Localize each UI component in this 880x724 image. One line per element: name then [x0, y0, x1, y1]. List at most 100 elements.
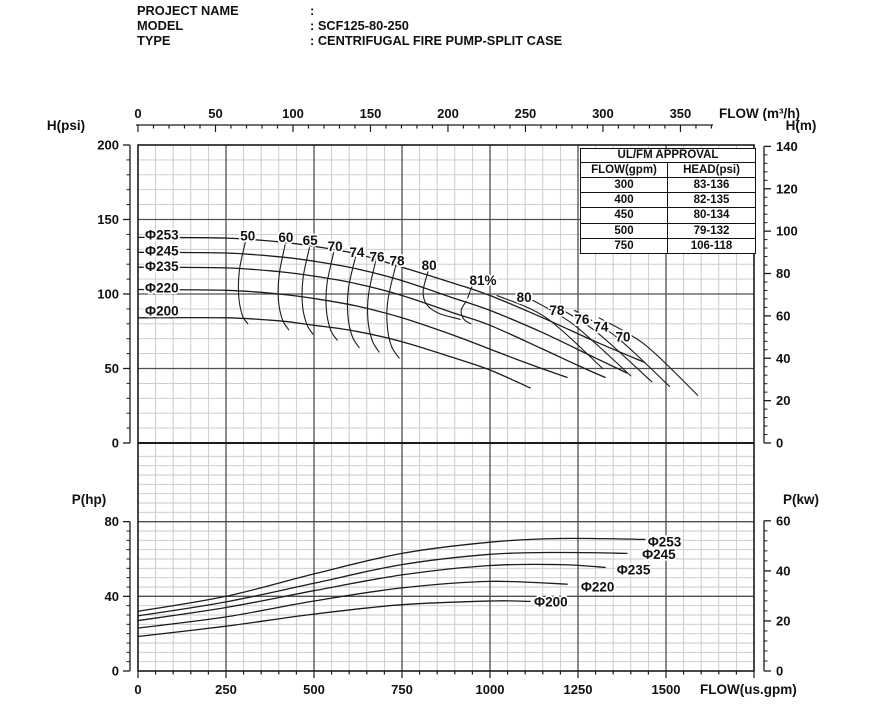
efficiency-line-right — [531, 299, 632, 377]
efficiency-label: 65 — [303, 233, 319, 248]
efficiency-label: 74 — [349, 245, 365, 260]
head-curve — [137, 251, 628, 374]
efficiency-line-peak — [460, 300, 472, 325]
impeller-label: Φ200 — [145, 304, 179, 319]
table-row: 400 82-135 — [581, 193, 755, 209]
head-right-axis-title: H(m) — [786, 118, 817, 133]
left-axis-tick-label: 200 — [97, 138, 119, 153]
efficiency-label: 70 — [328, 239, 343, 254]
cell-flow: 400 — [581, 193, 668, 208]
right-axis-tick-label: 80 — [776, 266, 790, 281]
left-axis-tick-label: 150 — [97, 212, 119, 227]
table-header-row: FLOW(gpm) HEAD(psi) — [581, 163, 755, 178]
table-row: 500 79-132 — [581, 223, 755, 239]
efficiency-label: 80 — [422, 258, 437, 273]
efficiency-label: 76 — [574, 312, 590, 327]
right-axis-tick-label: 100 — [776, 224, 798, 239]
bottom-axis-tick-label: 1500 — [652, 682, 681, 697]
head-curve — [137, 236, 646, 364]
head-curve — [137, 316, 531, 389]
left-axis-tick-label: 0 — [112, 436, 119, 451]
efficiency-line-left — [346, 256, 360, 349]
type-label: TYPE — [137, 33, 171, 49]
right-axis-tick-label: 20 — [776, 613, 790, 628]
top-axis-tick-label: 0 — [134, 106, 141, 121]
right-axis-tick-label: 120 — [776, 181, 798, 196]
impeller-label: Φ220 — [145, 281, 179, 296]
cell-flow: 450 — [581, 208, 668, 223]
model-value: : SCF125-80-250 — [310, 18, 409, 34]
head-curve — [137, 266, 606, 379]
efficiency-line-left — [386, 265, 400, 359]
bottom-axis-tick-label: 0 — [134, 682, 141, 697]
top-axis-tick-label: 50 — [208, 106, 222, 121]
title-block: PROJECT NAME: MODEL : SCF125-80-250 TYPE:… — [137, 3, 562, 49]
top-axis-tick-label: 350 — [670, 106, 692, 121]
right-axis-tick-label: 40 — [776, 563, 790, 578]
efficiency-line-left — [366, 260, 380, 353]
top-axis-title: FLOW (m³/h) — [719, 106, 800, 121]
top-axis-tick-label: 200 — [437, 106, 459, 121]
ulfm-approval-table: UL/FM APPROVAL FLOW(gpm) HEAD(psi) 300 8… — [580, 148, 756, 254]
top-axis-tick-label: 150 — [360, 106, 382, 121]
efficiency-line-left — [301, 247, 314, 335]
left-axis-tick-label: 0 — [112, 664, 119, 679]
left-axis-tick-label: 40 — [105, 589, 119, 604]
peak-leader-line — [467, 284, 473, 299]
impeller-label: Φ235 — [617, 563, 651, 578]
efficiency-line-left — [325, 251, 338, 341]
type-value: : CENTRIFUGAL FIRE PUMP-SPLIT CASE — [310, 33, 563, 49]
cell-head: 80-134 — [693, 209, 730, 222]
bottom-axis-tick-label: 1000 — [476, 682, 505, 697]
efficiency-label: 70 — [616, 330, 631, 345]
project-name-value: : — [310, 3, 315, 18]
table-col-head: HEAD(psi) — [683, 164, 740, 176]
efficiency-label: 76 — [369, 249, 385, 264]
right-axis-tick-label: 20 — [776, 393, 790, 408]
impeller-label: Φ200 — [534, 594, 568, 609]
efficiency-line-right — [573, 309, 671, 387]
efficiency-line-right — [598, 317, 699, 396]
project-name-label: PROJECT NAME — [137, 3, 239, 18]
model-label: MODEL — [137, 18, 184, 34]
power-curve — [137, 537, 646, 612]
head-curve — [137, 288, 568, 379]
bottom-axis-tick-label: 500 — [303, 682, 325, 697]
table-col-flow: FLOW(gpm) — [581, 163, 668, 177]
efficiency-line-right — [496, 294, 604, 370]
efficiency-peak-label: 81% — [469, 273, 496, 288]
cell-flow: 300 — [581, 178, 668, 193]
bottom-axis-tick-label: 250 — [215, 682, 237, 697]
bottom-axis-title: FLOW(us.gpm) — [700, 682, 797, 697]
efficiency-label: 78 — [390, 254, 406, 269]
power-curve — [137, 600, 531, 638]
efficiency-label: 78 — [549, 303, 565, 318]
left-axis-tick-label: 100 — [97, 287, 119, 302]
power-right-axis-title: P(kw) — [783, 492, 819, 507]
right-axis-tick-label: 0 — [776, 436, 783, 451]
cell-flow: 500 — [581, 223, 668, 238]
table-row: 450 80-134 — [581, 208, 755, 224]
project-name-row: PROJECT NAME: — [137, 3, 562, 18]
right-axis-tick-label: 60 — [776, 308, 790, 323]
table-title: UL/FM APPROVAL — [581, 149, 755, 163]
efficiency-line-left — [277, 244, 290, 331]
impeller-label: Φ245 — [642, 547, 676, 562]
right-axis-tick-label: 60 — [776, 513, 790, 528]
impeller-label: Φ245 — [145, 243, 179, 258]
efficiency-label: 60 — [278, 230, 293, 245]
bottom-axis-tick-label: 1250 — [564, 682, 593, 697]
right-axis-tick-label: 140 — [776, 139, 798, 154]
top-axis-tick-label: 300 — [592, 106, 614, 121]
cell-head: 106-118 — [690, 239, 733, 252]
cell-flow: 750 — [581, 238, 668, 253]
efficiency-label: 50 — [240, 228, 255, 243]
impeller-label: Φ220 — [581, 579, 615, 594]
left-axis-tick-label: 80 — [105, 514, 119, 529]
bottom-axis-tick-label: 750 — [391, 682, 413, 697]
power-curve — [137, 551, 628, 617]
power-left-axis-title: P(hp) — [72, 492, 107, 507]
power-curve — [137, 580, 568, 629]
table-row: 750 106-118 — [581, 238, 755, 253]
